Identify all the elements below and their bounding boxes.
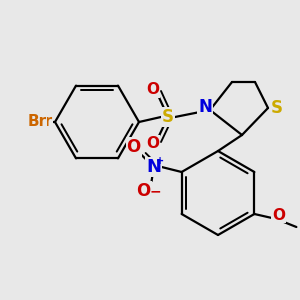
Text: O: O xyxy=(136,182,151,200)
Text: +: + xyxy=(156,156,164,166)
Text: O: O xyxy=(127,138,141,156)
Text: O: O xyxy=(146,82,160,98)
Text: N: N xyxy=(198,98,212,116)
Text: −: − xyxy=(150,184,161,198)
Text: Br: Br xyxy=(27,115,46,130)
Text: S: S xyxy=(271,99,283,117)
Text: O: O xyxy=(272,208,285,223)
Text: Br: Br xyxy=(33,115,52,130)
Text: O: O xyxy=(146,136,160,151)
Text: S: S xyxy=(162,108,174,126)
Text: N: N xyxy=(146,158,161,176)
